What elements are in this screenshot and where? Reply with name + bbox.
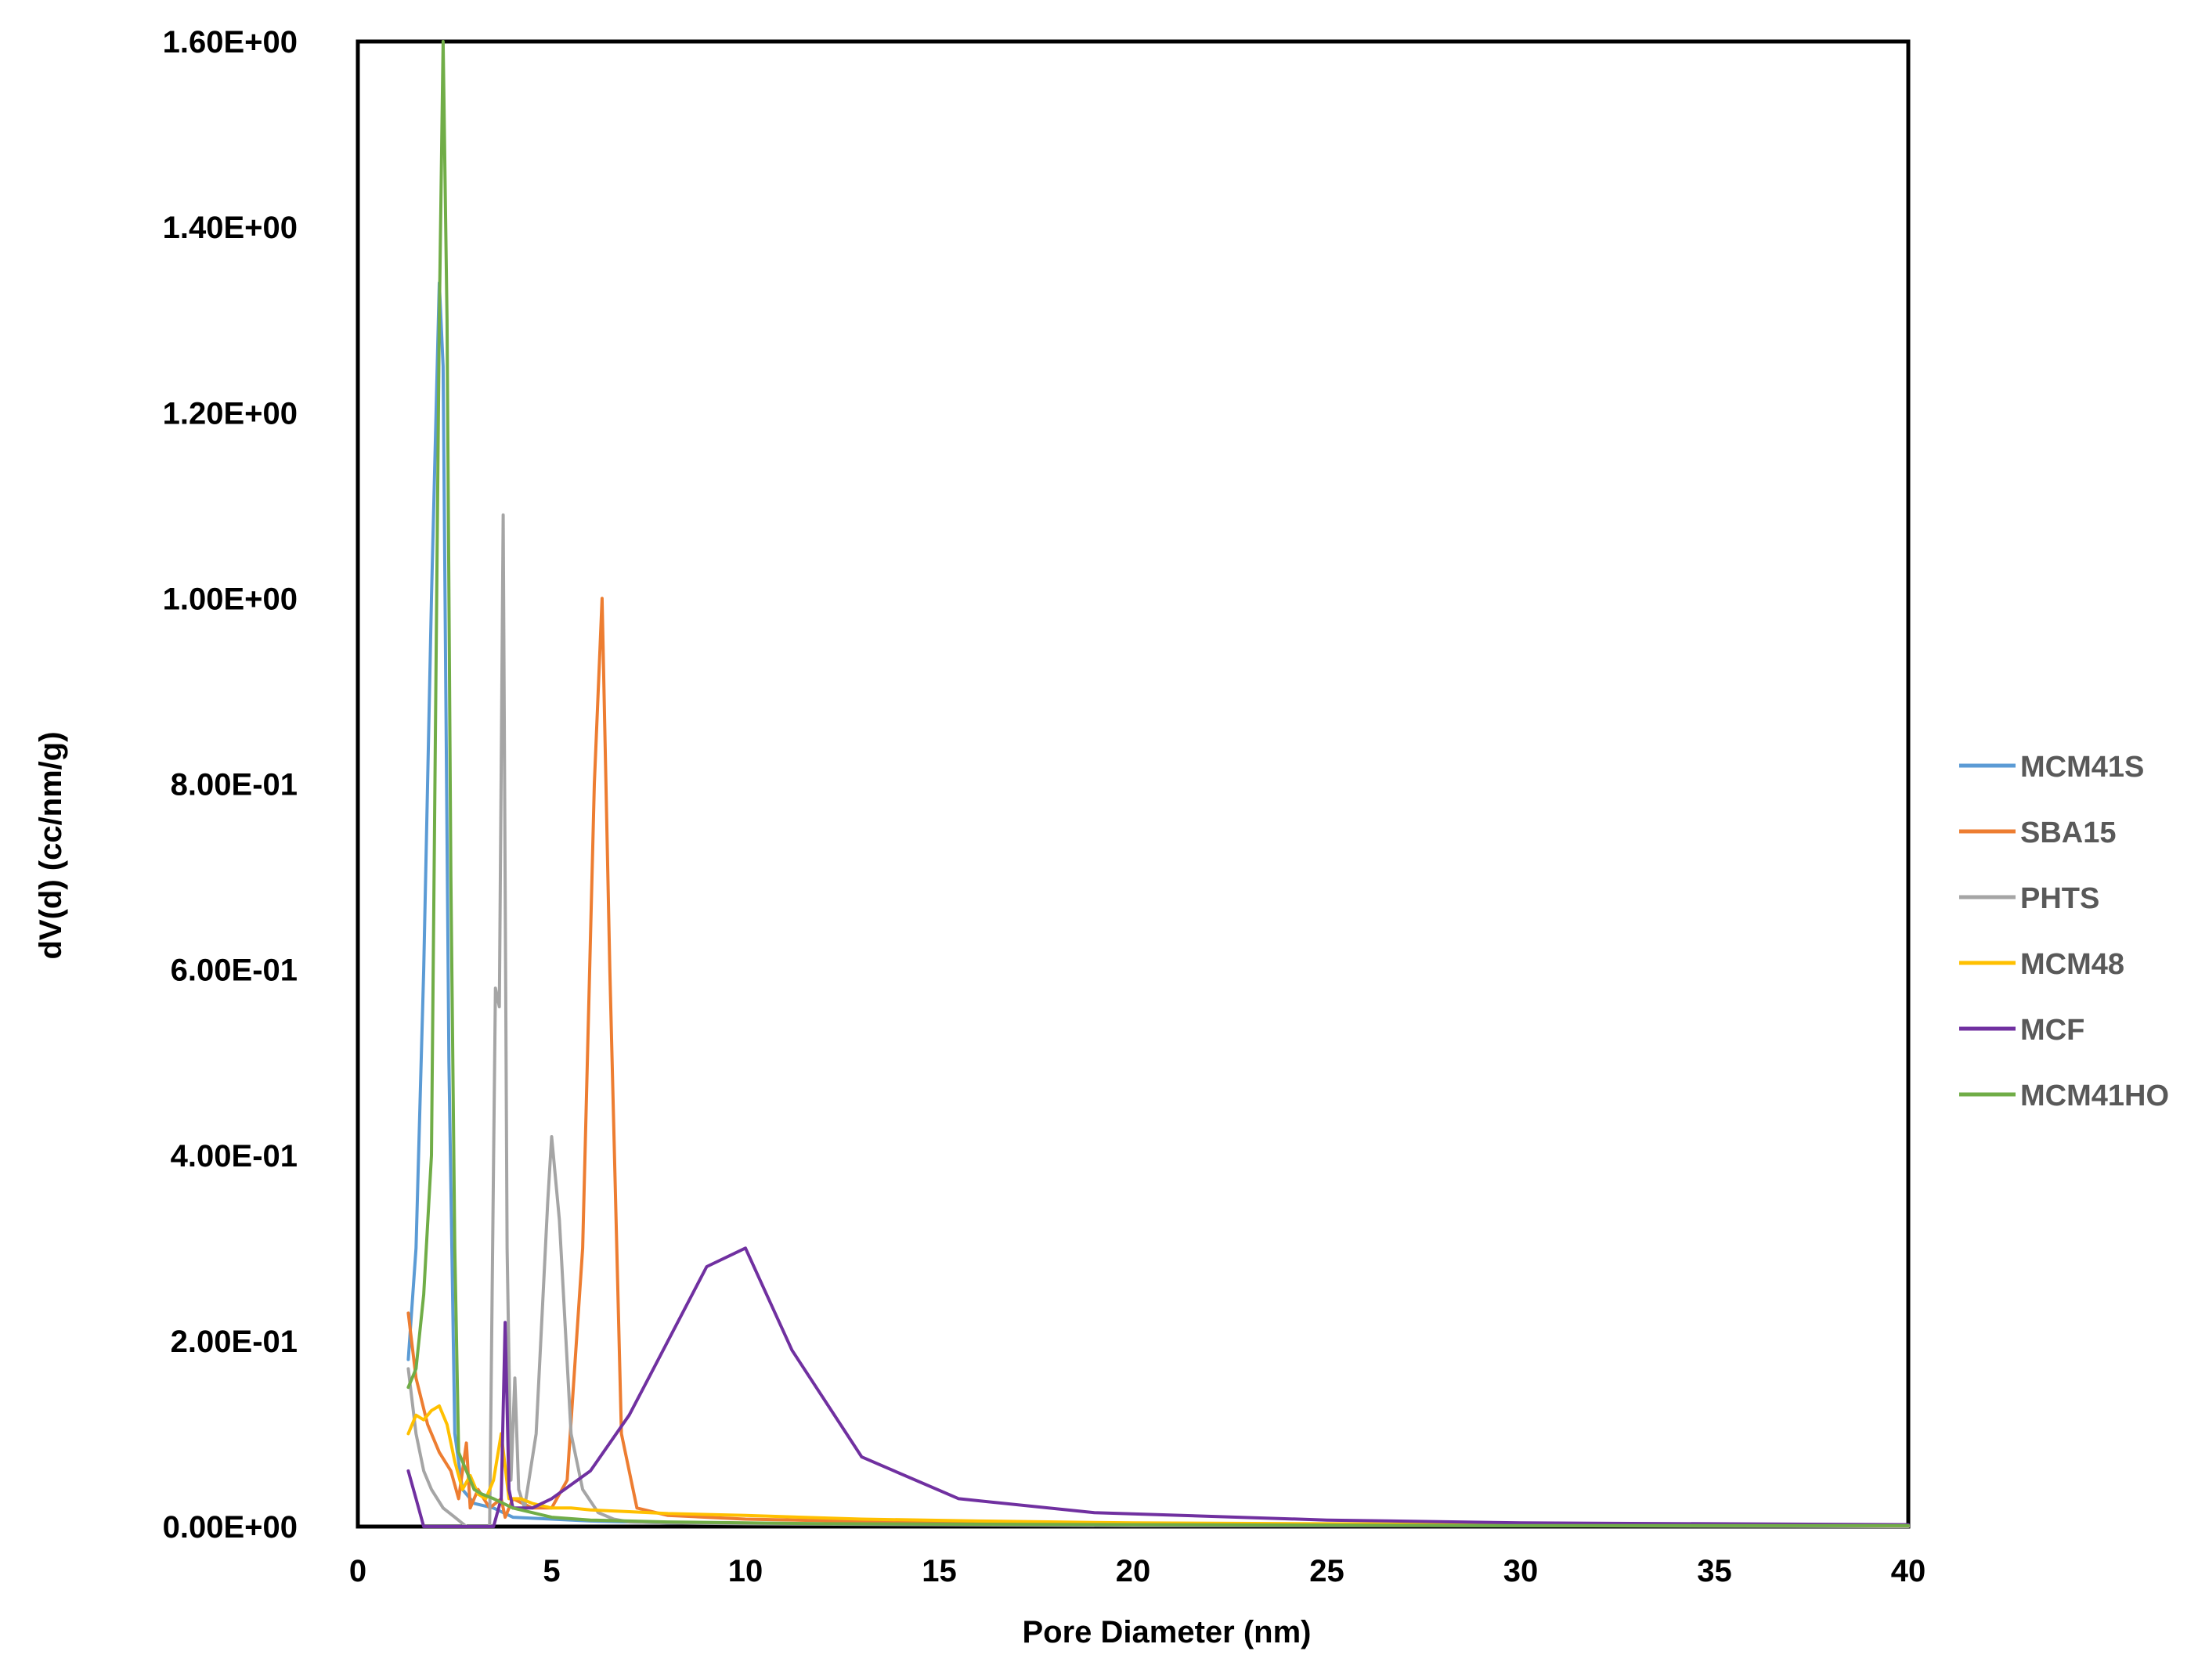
y-tick-label: 1.60E+00	[163, 25, 298, 59]
y-tick-label: 1.40E+00	[163, 211, 298, 245]
x-axis-label: Pore Diameter (nm)	[1023, 1615, 1312, 1649]
x-tick-label: 30	[1503, 1554, 1539, 1588]
legend-label-mcm48: MCM48	[2020, 948, 2124, 981]
x-axis-ticks: 0 5 10 15 20 25 30 35 40	[349, 1554, 1926, 1588]
y-tick-label: 4.00E-01	[171, 1139, 298, 1173]
y-axis-label: dV(d) (cc/nm/g)	[34, 731, 68, 959]
y-tick-label: 6.00E-01	[171, 954, 298, 988]
y-tick-label: 1.20E+00	[163, 396, 298, 431]
x-tick-label: 40	[1891, 1554, 1926, 1588]
series-line-mcm48	[406, 1404, 1910, 1527]
legend-label-mcm41ho: MCM41HO	[2020, 1080, 2169, 1112]
x-tick-label: 0	[349, 1554, 366, 1588]
y-tick-label: 2.00E-01	[171, 1325, 298, 1359]
data-series-group	[406, 40, 1910, 1528]
legend-label-mcm41s: MCM41S	[2020, 751, 2144, 784]
x-tick-label: 10	[728, 1554, 763, 1588]
legend-label-sba15: SBA15	[2020, 817, 2117, 849]
y-tick-label: 1.00E+00	[163, 582, 298, 616]
x-tick-label: 20	[1116, 1554, 1151, 1588]
y-axis-ticks: 0.00E+00 2.00E-01 4.00E-01 6.00E-01 8.00E-01…	[163, 25, 298, 1545]
x-tick-label: 15	[922, 1554, 957, 1588]
y-tick-label: 8.00E-01	[171, 768, 298, 802]
series-line-sba15	[406, 597, 1910, 1527]
series-line-mcf	[406, 1246, 1910, 1528]
x-tick-label: 35	[1697, 1554, 1732, 1588]
x-tick-label: 25	[1309, 1554, 1344, 1588]
series-line-mcm41ho	[406, 40, 1910, 1527]
legend-label-phts: PHTS	[2020, 882, 2099, 915]
x-tick-label: 5	[543, 1554, 560, 1588]
y-tick-label: 0.00E+00	[163, 1510, 298, 1545]
legend: MCM41S SBA15 PHTS MCM48 MCF MCM41HO	[1959, 751, 2169, 1112]
legend-label-mcf: MCF	[2020, 1014, 2084, 1047]
